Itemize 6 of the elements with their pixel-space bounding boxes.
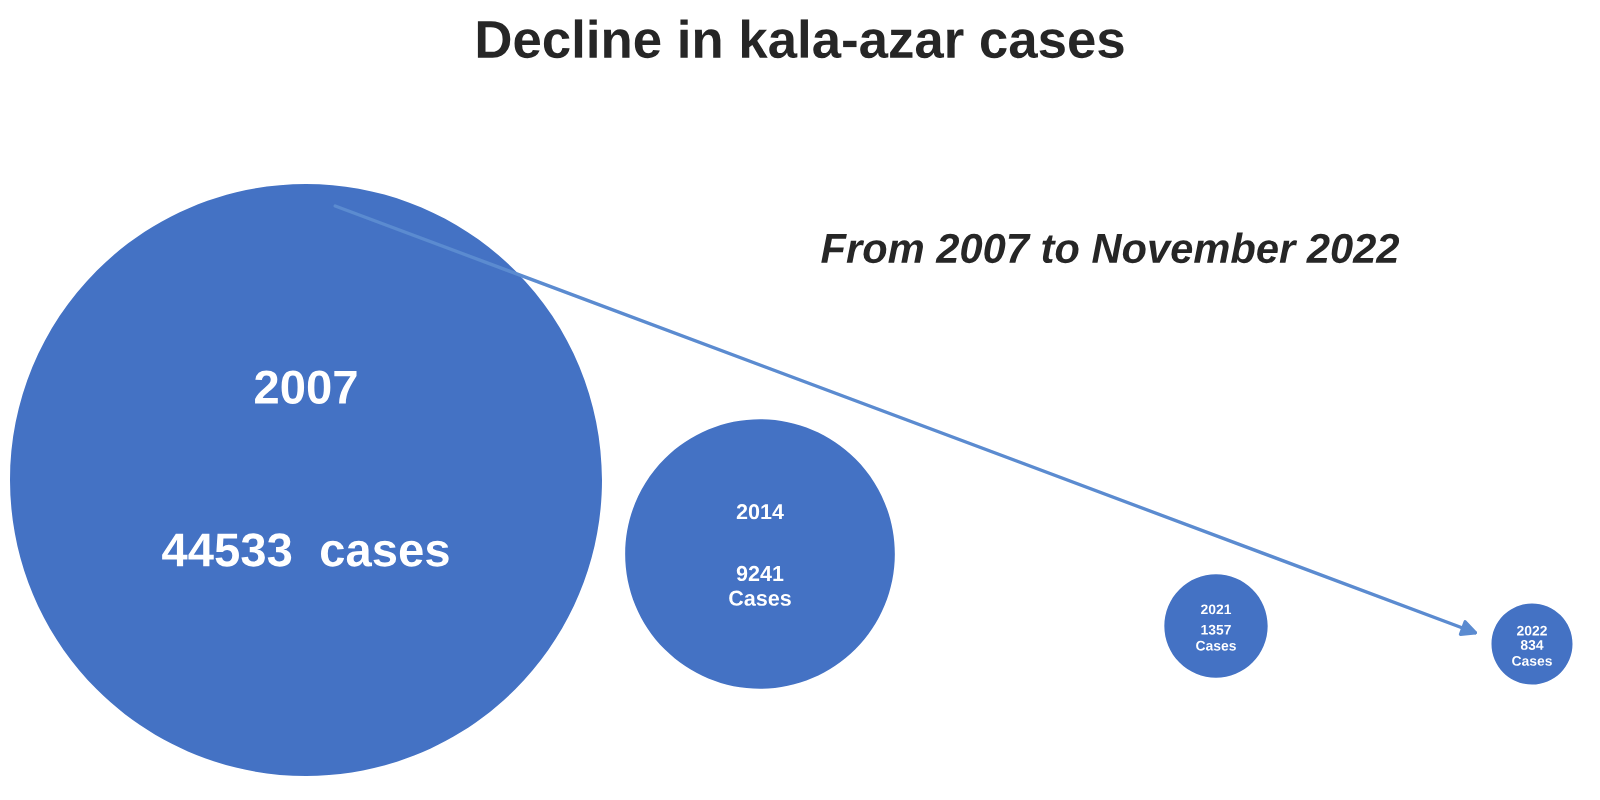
data-label: 9241 Cases xyxy=(729,565,791,606)
category-label: 2007 xyxy=(255,370,357,404)
category-label: 2014 xyxy=(736,504,784,520)
text: From 2007 to November 2022 xyxy=(821,232,1400,264)
text: Decline in kala-azar cases xyxy=(477,19,1124,59)
data-label: 44533 cases xyxy=(162,533,449,567)
